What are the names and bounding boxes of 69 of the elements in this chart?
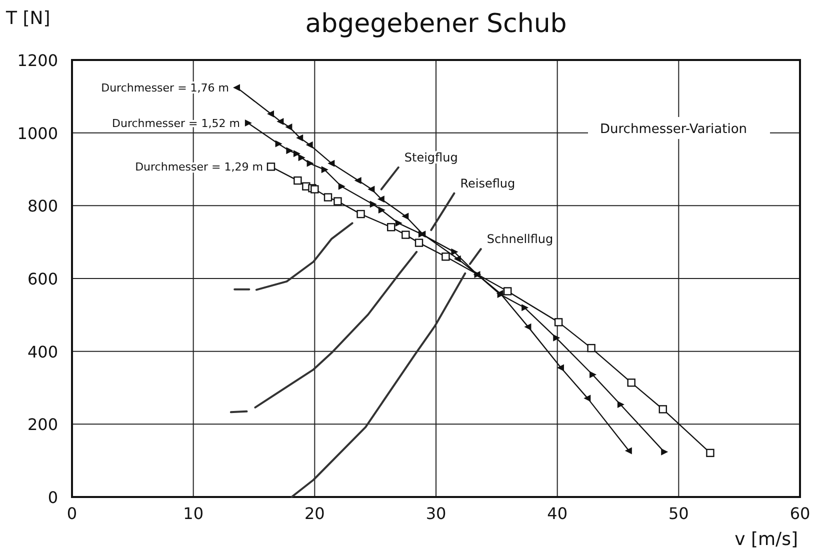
point bbox=[276, 118, 284, 126]
x-tick-label: 10 bbox=[183, 504, 204, 523]
x-tick-label: 20 bbox=[304, 504, 325, 523]
point bbox=[286, 147, 294, 154]
point bbox=[370, 200, 377, 208]
point bbox=[624, 447, 632, 454]
point bbox=[338, 182, 346, 190]
point bbox=[293, 150, 300, 158]
point bbox=[414, 238, 424, 247]
point bbox=[661, 448, 668, 456]
series-label: Reiseflug bbox=[460, 176, 516, 190]
x-tick-label: 40 bbox=[547, 504, 568, 523]
point bbox=[368, 186, 375, 193]
point bbox=[354, 177, 362, 184]
point bbox=[706, 448, 714, 458]
x-axis-title: v [m/s] bbox=[734, 529, 798, 550]
y-tick-label: 1200 bbox=[17, 51, 58, 70]
point bbox=[296, 134, 304, 142]
point bbox=[377, 196, 384, 203]
point bbox=[298, 154, 306, 162]
x-tick-label: 50 bbox=[668, 504, 689, 523]
point bbox=[395, 220, 402, 227]
y-tick-label: 0 bbox=[48, 488, 58, 507]
point bbox=[328, 160, 335, 167]
y-tick-label: 400 bbox=[27, 342, 58, 362]
y-axis-title: T [N] bbox=[5, 8, 50, 29]
point bbox=[244, 120, 252, 126]
point bbox=[402, 212, 409, 220]
point bbox=[321, 166, 328, 174]
x-tick-label: 60 bbox=[790, 504, 810, 523]
point bbox=[324, 193, 332, 202]
point bbox=[658, 405, 667, 414]
y-tick-label: 1000 bbox=[17, 124, 58, 143]
point bbox=[451, 248, 458, 256]
point bbox=[306, 141, 313, 148]
point bbox=[356, 210, 365, 218]
point bbox=[554, 318, 563, 326]
point bbox=[334, 197, 342, 206]
point bbox=[266, 162, 276, 171]
point bbox=[522, 304, 529, 312]
x-tick-label: 30 bbox=[426, 504, 446, 523]
point bbox=[233, 84, 240, 92]
y-tick-label: 800 bbox=[27, 196, 58, 216]
point bbox=[454, 255, 461, 262]
point bbox=[266, 110, 274, 118]
series-label: Schnellflug bbox=[486, 232, 554, 246]
point bbox=[294, 176, 302, 185]
point bbox=[590, 371, 597, 378]
point bbox=[553, 334, 560, 342]
x-tick-label: 0 bbox=[66, 504, 78, 523]
point bbox=[310, 185, 319, 194]
chart-title: abgegebener Schub bbox=[305, 9, 567, 39]
point bbox=[556, 364, 564, 372]
y-tick-label: 200 bbox=[27, 415, 58, 434]
point bbox=[524, 323, 532, 330]
point bbox=[306, 160, 314, 167]
point bbox=[378, 206, 386, 214]
point bbox=[285, 124, 292, 131]
point bbox=[275, 140, 282, 148]
point bbox=[584, 394, 591, 402]
point bbox=[442, 252, 450, 261]
point bbox=[503, 287, 512, 296]
annotation: Durchmesser-Variation bbox=[600, 122, 748, 137]
point bbox=[617, 401, 624, 408]
point bbox=[402, 230, 410, 239]
point bbox=[587, 344, 596, 352]
point bbox=[627, 378, 636, 387]
y-tick-label: 600 bbox=[27, 270, 58, 288]
point bbox=[387, 223, 396, 232]
